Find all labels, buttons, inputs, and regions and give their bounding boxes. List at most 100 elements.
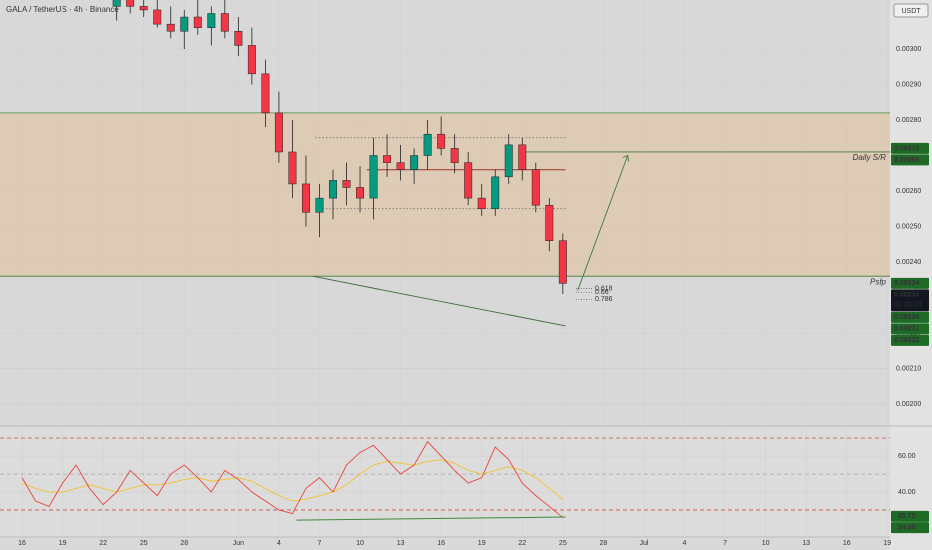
value-tag-label: 24.00: [898, 524, 916, 531]
price-tag-label: 0.00269: [894, 157, 919, 164]
price-tag: [891, 334, 929, 346]
candle-body: [234, 30, 243, 46]
price-tag-label: 0.00234: [894, 314, 919, 321]
candle-body: [153, 9, 162, 25]
rsi-pane: [0, 427, 890, 537]
candle-body: [477, 197, 486, 210]
x-tick-label: 7: [723, 540, 727, 547]
x-tick-label: Jul: [639, 540, 648, 547]
candle-body: [180, 16, 189, 32]
price-tag: [891, 154, 929, 166]
price-tag-label: 0.00234: [894, 280, 919, 287]
candle-body: [437, 133, 446, 149]
x-tick-label: 22: [99, 540, 107, 547]
candle-body: [383, 155, 392, 163]
price-tag: [891, 277, 929, 289]
price-axis: [890, 0, 932, 550]
candle-body: [139, 6, 148, 11]
candle-body: [126, 0, 135, 7]
x-tick-label: 16: [18, 540, 26, 547]
candle-body: [220, 13, 229, 32]
price-tag: [891, 142, 929, 154]
candle-body: [410, 155, 419, 170]
candle-body: [423, 133, 432, 156]
x-tick-label: 25: [140, 540, 148, 547]
fib-label: 0.786: [595, 296, 613, 303]
divergence-line: [296, 516, 566, 521]
y-tick-label: 0.00240: [896, 259, 921, 266]
x-tick-label: 13: [802, 540, 810, 547]
candle-body: [396, 162, 405, 170]
y-tick-label: 0.00300: [896, 46, 921, 53]
arrow: [577, 154, 630, 291]
x-tick-label: 13: [397, 540, 405, 547]
candle-body: [518, 144, 527, 170]
fib-label: 0.618: [595, 286, 613, 293]
candle-body: [450, 148, 459, 163]
x-tick-label: 19: [478, 540, 486, 547]
candle-body: [166, 23, 175, 32]
y-tick-label: 0.00200: [896, 401, 921, 408]
x-tick-label: Jun: [233, 540, 244, 547]
candle-body: [193, 16, 202, 28]
y-tick-label: 60.00: [898, 453, 916, 460]
rsi-line: [21, 459, 564, 502]
candle-body: [274, 112, 283, 153]
candle-body: [356, 187, 364, 199]
currency-box: [893, 3, 929, 18]
level-label: Psfp: [870, 277, 887, 286]
value-tag-label: 25.75: [898, 513, 916, 520]
candle-body: [369, 155, 378, 199]
candle-body: [504, 144, 513, 178]
candle-body: [301, 183, 310, 213]
price-tag: [891, 311, 929, 323]
candle-body: [464, 162, 473, 199]
x-tick-label: 10: [356, 540, 364, 547]
divergence-line: [312, 275, 566, 327]
level-label: Daily S/R: [853, 153, 887, 162]
price-pane: [0, 0, 890, 425]
price-tag: [891, 289, 929, 312]
candle-body: [112, 0, 121, 7]
candle-body: [315, 197, 324, 213]
y-tick-label: 0.00280: [896, 117, 921, 124]
y-tick-label: 0.00250: [896, 223, 921, 230]
candle-body: [342, 180, 351, 188]
rsi-line: [21, 440, 564, 519]
candle-body: [491, 176, 500, 210]
price-tag-label: 0.00272: [894, 145, 919, 152]
x-tick-label: 10: [762, 540, 770, 547]
value-tag: [891, 510, 929, 522]
x-tick-label: 25: [559, 540, 567, 547]
x-tick-label: 19: [883, 540, 891, 547]
candle-body: [531, 169, 540, 206]
x-tick-label: 28: [180, 540, 188, 547]
candle-body: [247, 45, 256, 75]
candle-body: [558, 240, 567, 284]
countdown: 01:29:10: [894, 302, 921, 309]
candle-body: [207, 13, 216, 28]
price-tag-label: 0.00231: [894, 326, 919, 333]
price-tag-label: 0.00234: [894, 292, 919, 299]
candle-body: [261, 73, 270, 114]
candle-body: [545, 204, 554, 241]
y-tick-label: 0.00290: [896, 81, 921, 88]
y-tick-label: 0.00210: [896, 365, 921, 372]
x-tick-label: 4: [683, 540, 687, 547]
x-tick-label: 16: [843, 540, 851, 547]
x-tick-label: 22: [518, 540, 526, 547]
x-tick-label: 7: [318, 540, 322, 547]
x-tick-label: 28: [599, 540, 607, 547]
price-tag-label: 0.00222: [894, 337, 919, 344]
x-tick-label: 4: [277, 540, 281, 547]
y-tick-label: 0.00260: [896, 188, 921, 195]
currency: USDT: [901, 8, 921, 15]
candle-body: [288, 151, 297, 185]
value-tag: [891, 522, 929, 534]
x-tick-label: 19: [59, 540, 67, 547]
y-tick-label: 40.00: [898, 489, 916, 496]
x-tick-label: 16: [437, 540, 445, 547]
price-tag: [891, 323, 929, 335]
